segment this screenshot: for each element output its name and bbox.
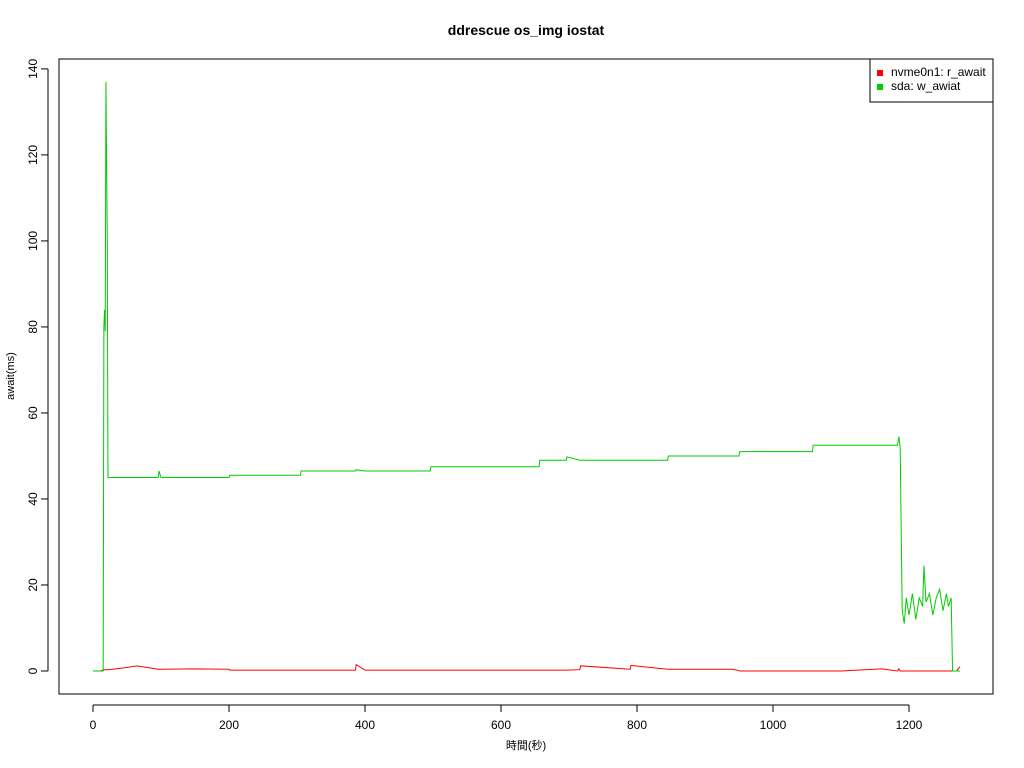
x-tick-label: 800 bbox=[627, 718, 647, 732]
data-line bbox=[93, 663, 961, 672]
chart-title: ddrescue os_img iostat bbox=[448, 22, 605, 38]
y-tick-label: 20 bbox=[26, 578, 40, 592]
data-line bbox=[93, 81, 961, 672]
x-tick-label: 1200 bbox=[896, 718, 923, 732]
y-tick-label: 40 bbox=[26, 492, 40, 506]
x-tick-label: 0 bbox=[90, 718, 97, 732]
y-tick-label: 120 bbox=[26, 145, 40, 165]
legend-label: sda: w_awiat bbox=[891, 79, 961, 93]
y-axis-label: await(ms) bbox=[5, 352, 17, 400]
x-tick-label: 400 bbox=[355, 718, 375, 732]
y-tick-label: 80 bbox=[26, 320, 40, 334]
y-tick-label: 0 bbox=[26, 667, 40, 674]
legend-swatch bbox=[877, 84, 883, 90]
legend-box bbox=[869, 58, 994, 103]
x-axis-label: 時間(秒) bbox=[506, 738, 546, 752]
y-tick-label: 100 bbox=[26, 231, 40, 251]
x-tick-label: 200 bbox=[219, 718, 239, 732]
y-tick-label: 140 bbox=[26, 59, 40, 79]
y-tick-label: 60 bbox=[26, 406, 40, 420]
legend-swatch bbox=[877, 70, 883, 76]
x-tick-label: 600 bbox=[491, 718, 511, 732]
plot-box bbox=[58, 58, 994, 695]
legend-label: nvme0n1: r_await bbox=[891, 65, 986, 79]
x-tick-label: 1000 bbox=[760, 718, 787, 732]
